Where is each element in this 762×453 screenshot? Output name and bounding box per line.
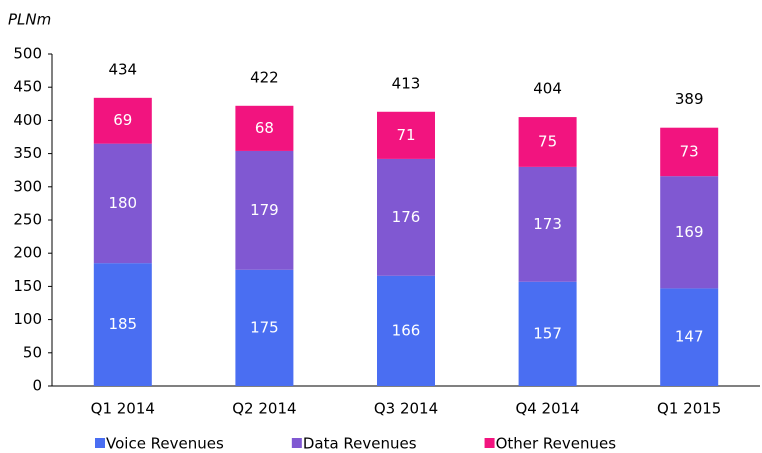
total-label: 389 bbox=[675, 90, 704, 108]
legend-swatch bbox=[484, 438, 495, 448]
legend-swatch bbox=[291, 438, 302, 448]
segment-label: 179 bbox=[250, 201, 279, 219]
x-tick-label: Q1 2014 bbox=[91, 400, 155, 418]
segment-label: 176 bbox=[392, 208, 421, 226]
bar-segment bbox=[518, 166, 577, 282]
x-tick-label: Q2 2014 bbox=[232, 400, 296, 418]
y-tick-label: 150 bbox=[13, 277, 42, 295]
bar-segment bbox=[660, 127, 719, 177]
bar-segment bbox=[660, 176, 719, 289]
legend-label: Other Revenues bbox=[496, 435, 617, 453]
segment-label: 71 bbox=[396, 126, 415, 144]
total-label: 434 bbox=[108, 60, 137, 78]
y-tick-label: 200 bbox=[13, 244, 42, 262]
bar-segment bbox=[377, 158, 435, 276]
bar-segment bbox=[93, 97, 152, 144]
legend-label: Voice Revenues bbox=[106, 435, 224, 453]
segment-label: 75 bbox=[538, 132, 557, 150]
bar-segment bbox=[518, 281, 577, 386]
segment-label: 169 bbox=[675, 223, 704, 241]
legend-swatch bbox=[95, 438, 105, 448]
segment-label: 185 bbox=[108, 315, 137, 333]
segment-label: 166 bbox=[392, 321, 421, 339]
y-tick-label: 250 bbox=[13, 211, 42, 229]
bar-segment bbox=[235, 105, 294, 151]
total-label: 404 bbox=[533, 80, 562, 98]
x-tick-label: Q4 2014 bbox=[515, 400, 579, 418]
segment-label: 157 bbox=[533, 324, 562, 342]
bar-segment bbox=[235, 150, 294, 270]
bar-segment bbox=[377, 275, 435, 386]
y-tick-label: 50 bbox=[23, 343, 42, 361]
bar-segment bbox=[377, 111, 435, 159]
bar-segment bbox=[93, 143, 152, 264]
segment-label: 173 bbox=[533, 215, 562, 233]
segment-label: 147 bbox=[675, 328, 704, 346]
segment-label: 180 bbox=[108, 194, 137, 212]
y-unit: PLNm bbox=[8, 11, 51, 29]
segment-label: 68 bbox=[255, 119, 274, 137]
x-tick-label: Q3 2014 bbox=[374, 400, 438, 418]
segment-label: 175 bbox=[250, 318, 279, 336]
total-label: 413 bbox=[392, 74, 421, 92]
y-tick-label: 300 bbox=[13, 177, 42, 195]
y-tick-label: 400 bbox=[13, 111, 42, 129]
y-tick-label: 450 bbox=[13, 78, 42, 96]
segment-label: 73 bbox=[680, 142, 699, 160]
y-tick-label: 0 bbox=[32, 377, 42, 395]
bar-segment bbox=[93, 263, 152, 386]
segment-label: 69 bbox=[113, 111, 132, 129]
bar-segment bbox=[235, 269, 294, 386]
y-tick-label: 500 bbox=[13, 45, 42, 63]
legend-label: Data Revenues bbox=[303, 435, 417, 453]
y-tick-label: 350 bbox=[13, 144, 42, 162]
total-label: 422 bbox=[250, 68, 279, 86]
bar-segment bbox=[518, 117, 577, 167]
bar-segment bbox=[660, 288, 719, 386]
x-tick-label: Q1 2015 bbox=[657, 400, 721, 418]
y-tick-label: 100 bbox=[13, 310, 42, 328]
